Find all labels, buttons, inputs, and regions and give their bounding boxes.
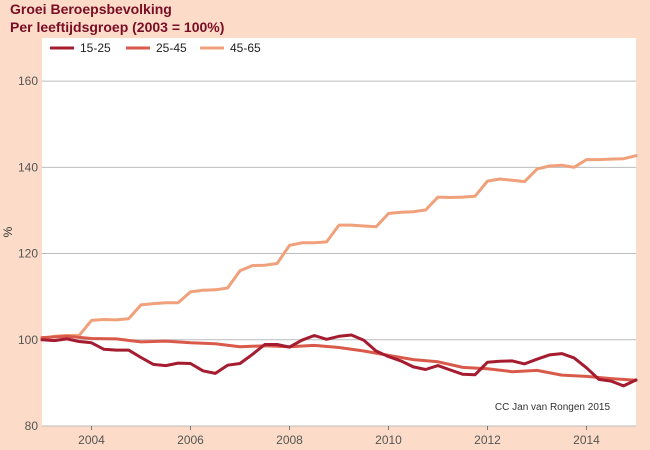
y-tick-label-140: 140 (18, 160, 38, 174)
x-tick-label-2004: 2004 (78, 433, 105, 447)
x-tick-label-2006: 2006 (177, 433, 204, 447)
legend-label-45-65: 45-65 (230, 41, 261, 55)
plot-area (42, 38, 636, 426)
y-axis: 80 100 120 140 160 (18, 74, 38, 433)
series-line-25-45 (40, 334, 638, 382)
x-tick-label-2012: 2012 (474, 433, 501, 447)
y-tick-label-120: 120 (18, 247, 38, 261)
x-tick-label-2008: 2008 (276, 433, 303, 447)
y-tick-label-100: 100 (18, 333, 38, 347)
legend-label-15-25: 15-25 (80, 41, 111, 55)
chart-title: Groei Beroepsbevolking (10, 1, 172, 17)
x-tick-label-2014: 2014 (573, 433, 600, 447)
legend-label-25-45: 25-45 (156, 41, 187, 55)
y-tick-label-160: 160 (18, 74, 38, 88)
series-line-45-65 (40, 154, 638, 340)
chart-subtitle: Per leeftijdsgroep (2003 = 100%) (10, 19, 225, 35)
legend: 15-25 25-45 45-65 (50, 41, 261, 55)
x-axis: 2004 2006 2008 2010 2012 2014 (78, 426, 600, 447)
y-tick-label-80: 80 (25, 419, 39, 433)
series-line-15-25 (40, 333, 638, 388)
series-lines (40, 154, 638, 388)
grid-lines (42, 80, 636, 427)
x-tick-label-2010: 2010 (375, 433, 402, 447)
y-axis-title: % (1, 226, 15, 237)
credit-text: CC Jan van Rongen 2015 (495, 402, 611, 413)
